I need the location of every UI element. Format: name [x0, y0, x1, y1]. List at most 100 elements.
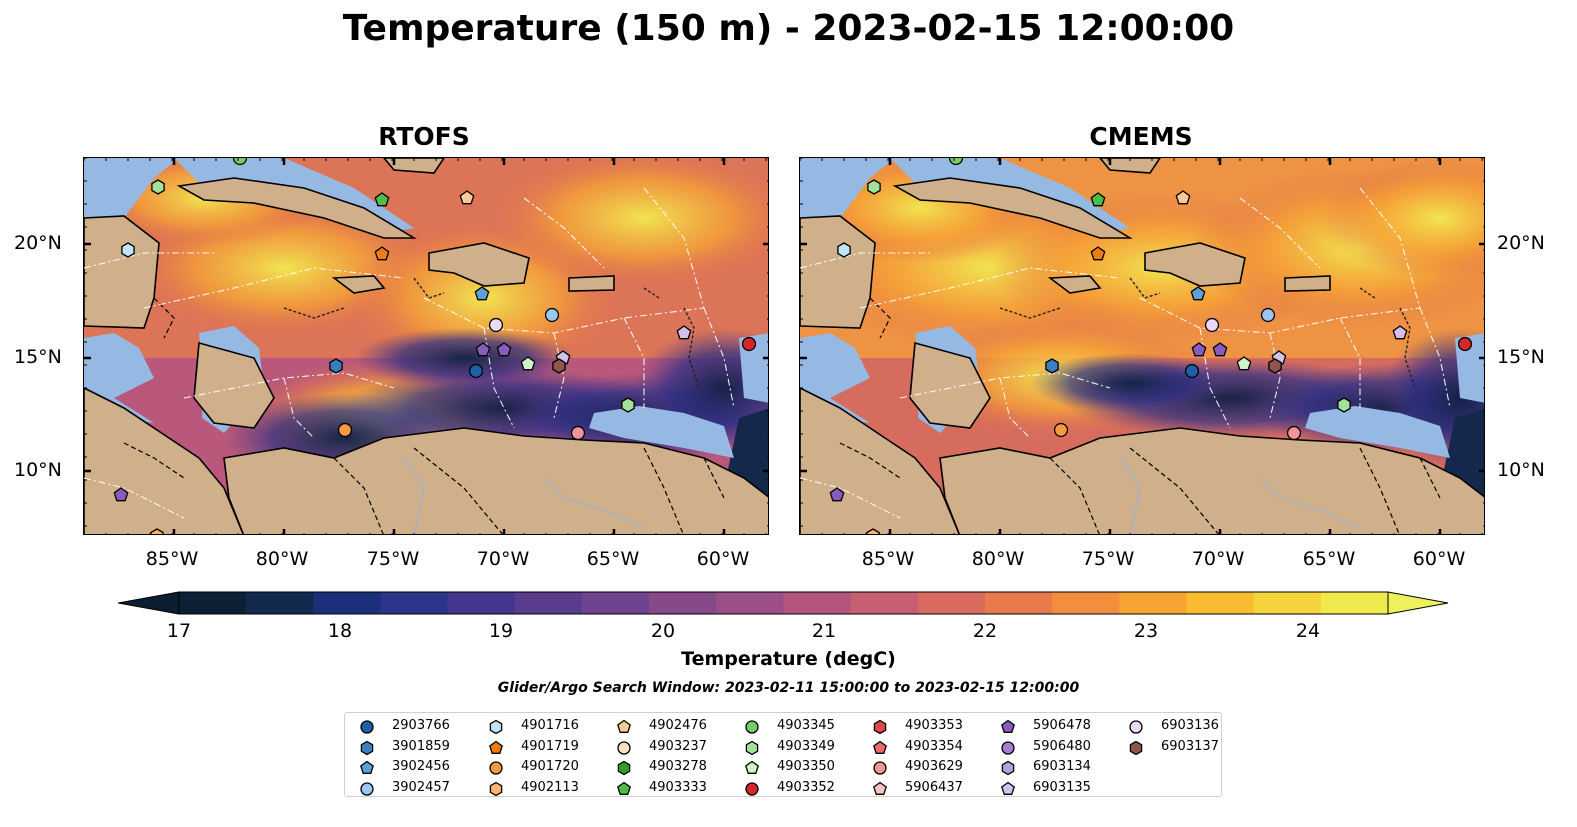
lon-tick-label: 60°W — [696, 548, 750, 570]
float-marker — [837, 242, 851, 258]
legend-entry-label: 4901716 — [521, 718, 579, 733]
land-mass — [428, 242, 530, 287]
eez-boundary — [84, 252, 214, 269]
colorbar — [117, 590, 1452, 620]
panel-title-rtofs: RTOFS — [378, 122, 470, 151]
circle-marker-icon — [873, 761, 887, 775]
continental-shelf — [800, 158, 895, 228]
colorbar-tick-label: 23 — [1133, 620, 1159, 642]
continental-shelf — [589, 406, 734, 458]
land-mass — [1284, 275, 1331, 292]
legend-entry-label: 3902457 — [392, 779, 450, 795]
legend-marker-icon — [617, 719, 631, 733]
map-canvas — [84, 158, 768, 534]
legend-entry-label: 5906478 — [1033, 718, 1091, 733]
legend-entry-label: 4903354 — [905, 738, 963, 754]
river — [1259, 477, 1361, 529]
eez-boundary — [1339, 317, 1361, 408]
eez-boundary — [1419, 307, 1451, 409]
colorbar-tick-label: 18 — [327, 620, 353, 642]
land-mass — [223, 427, 768, 534]
legend-marker-icon — [617, 740, 631, 755]
eez-boundary — [703, 307, 735, 409]
colorbar-bin — [1253, 592, 1322, 614]
legend-entry-label: 4901720 — [521, 759, 579, 774]
legend-entry-label: 4903278 — [649, 759, 707, 774]
figure-title: Temperature (150 m) - 2023-02-15 12:00:0… — [342, 8, 1235, 49]
legend-entry-label: 4902113 — [521, 779, 579, 795]
eez-boundary — [1359, 187, 1421, 309]
eez-boundary — [1269, 332, 1281, 419]
legend-entry-label: 2903766 — [392, 718, 450, 733]
hexagon-marker-icon — [1129, 740, 1143, 755]
float-marker — [867, 179, 881, 195]
float-marker — [232, 158, 248, 166]
colorbar-bin — [1119, 592, 1188, 614]
hexagon-marker-icon — [360, 740, 374, 755]
lon-tick-label: 70°W — [476, 548, 530, 570]
float-marker — [496, 342, 512, 357]
float-marker — [1392, 325, 1408, 340]
float-marker — [1212, 342, 1228, 357]
colorbar-bin — [649, 592, 717, 614]
float-marker — [374, 246, 390, 261]
colorbar-bin — [179, 592, 247, 614]
eez-boundary — [643, 187, 705, 309]
float-marker — [1260, 307, 1276, 323]
colorbar-bin — [514, 592, 583, 614]
float-marker — [544, 307, 560, 323]
eez-boundary — [553, 332, 565, 419]
float-marker — [151, 179, 165, 195]
hexagon-marker-icon — [489, 781, 503, 796]
continental-shelf — [1305, 406, 1450, 458]
legend-marker-icon — [617, 781, 631, 795]
circle-marker-icon — [360, 781, 374, 796]
float-marker — [459, 190, 475, 205]
float-marker — [488, 317, 504, 333]
country-border — [123, 442, 185, 479]
colorbar-gradient — [117, 591, 1449, 615]
circle-marker-icon — [1001, 740, 1015, 755]
legend-entry-label: 5906437 — [905, 779, 963, 795]
pentagon-marker-icon — [1001, 781, 1015, 795]
legend-marker-icon — [360, 740, 374, 755]
country-border — [1359, 447, 1400, 534]
colorbar-bin — [447, 592, 516, 614]
continental-shelf — [739, 333, 768, 403]
map-panel-rtofs[interactable] — [83, 157, 769, 535]
search-window-text: Glider/Argo Search Window: 2023-02-11 15… — [497, 680, 1080, 696]
lon-tick-label: 70°W — [1191, 548, 1245, 570]
pentagon-marker-icon — [617, 781, 631, 795]
eez-boundary — [143, 267, 405, 309]
float-marker — [570, 425, 586, 441]
bathymetry-contour — [999, 307, 1061, 319]
hexagon-marker-icon — [489, 719, 503, 735]
float-marker — [474, 286, 490, 301]
float-marker — [1090, 192, 1106, 207]
float-marker — [1090, 246, 1106, 261]
legend-marker-icon — [873, 740, 887, 754]
legend-marker-icon — [745, 740, 759, 755]
float-marker — [374, 192, 390, 207]
eez-boundary — [859, 267, 1121, 309]
pentagon-marker-icon — [745, 760, 759, 774]
float-marker — [337, 422, 353, 438]
float-marker — [1175, 190, 1191, 205]
lon-tick-label: 65°W — [586, 548, 640, 570]
legend-marker-icon — [489, 781, 503, 796]
colorbar-over-arrow — [1387, 591, 1449, 615]
eez-boundary — [523, 197, 605, 269]
legend-marker-icon — [873, 761, 887, 775]
map-canvas — [800, 158, 1484, 534]
bathymetry-contour — [413, 277, 445, 299]
eez-boundary — [800, 477, 901, 519]
river — [1119, 457, 1141, 534]
map-panel-cmems[interactable] — [799, 157, 1485, 535]
warm-anomaly — [1320, 158, 1484, 278]
legend-marker-icon — [489, 740, 503, 754]
float-marker — [1268, 358, 1282, 374]
legend-marker-icon — [1001, 781, 1015, 795]
legend-entry-label: 6903135 — [1033, 779, 1091, 795]
float-marker — [475, 342, 491, 357]
pentagon-marker-icon — [489, 740, 503, 754]
